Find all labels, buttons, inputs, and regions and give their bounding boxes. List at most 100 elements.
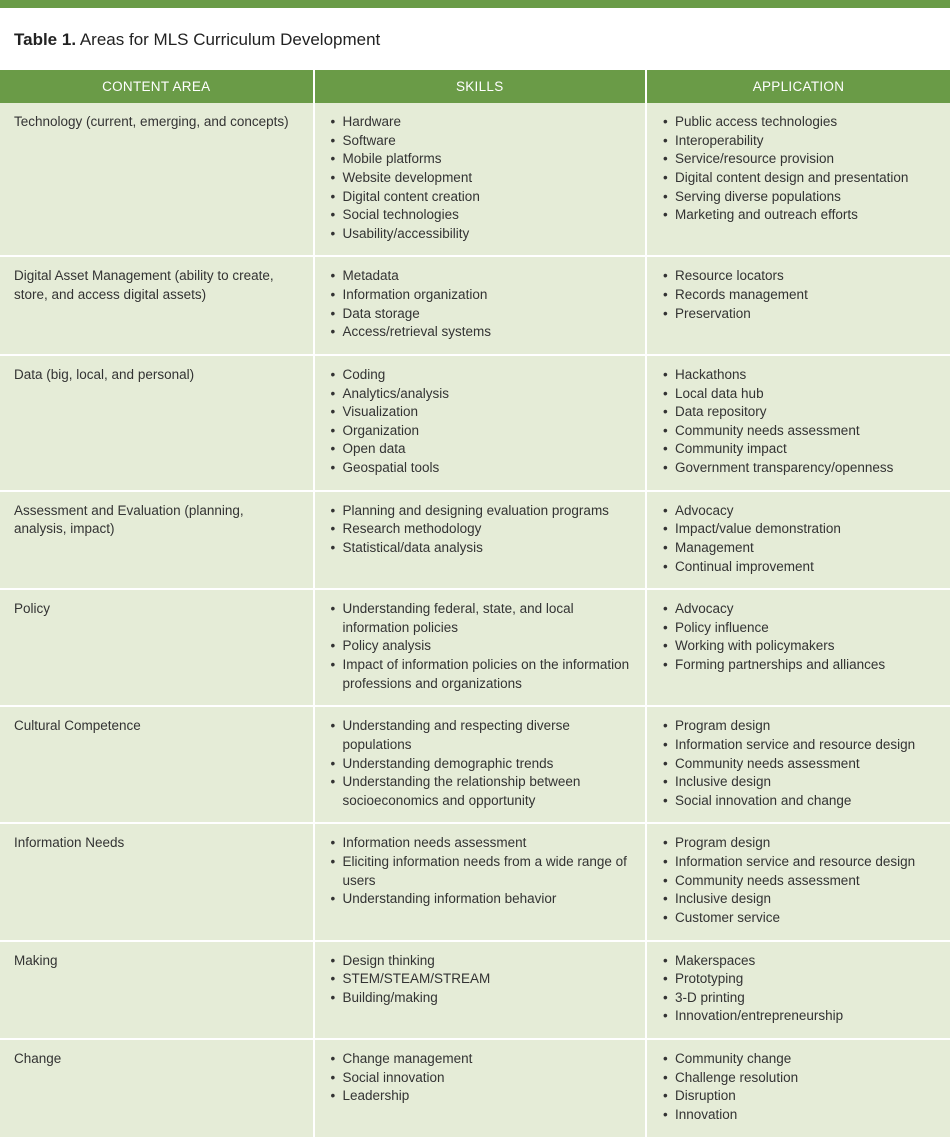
- table-row: Data (big, local, and personal)CodingAna…: [0, 355, 950, 491]
- list-item: Design thinking: [329, 952, 632, 971]
- list-item: Social technologies: [329, 206, 632, 225]
- list-item: Policy influence: [661, 619, 936, 638]
- application-list: Community changeChallenge resolutionDisr…: [661, 1050, 936, 1125]
- table-row: Information NeedsInformation needs asses…: [0, 823, 950, 940]
- list-item: Understanding the relationship between s…: [329, 773, 632, 810]
- cell-skills: Planning and designing evaluation progra…: [314, 491, 647, 590]
- cell-application: AdvocacyPolicy influenceWorking with pol…: [646, 589, 950, 706]
- list-item: Innovation: [661, 1106, 936, 1125]
- list-item: Understanding information behavior: [329, 890, 632, 909]
- list-item: Advocacy: [661, 600, 936, 619]
- cell-skills: HardwareSoftwareMobile platformsWebsite …: [314, 103, 647, 256]
- table-row: Policy Understanding federal, state, and …: [0, 589, 950, 706]
- list-item: Geospatial tools: [329, 459, 632, 478]
- list-item: Information service and resource design: [661, 853, 936, 872]
- list-item: Understanding demographic trends: [329, 755, 632, 774]
- list-item: STEM/STEAM/STREAM: [329, 970, 632, 989]
- cell-content-area: Cultural Competence: [0, 706, 314, 823]
- cell-content-area: Making: [0, 941, 314, 1040]
- list-item: Understanding and respecting diverse pop…: [329, 717, 632, 754]
- list-item: Community needs assessment: [661, 872, 936, 891]
- list-item: Understanding federal, state, and local …: [329, 600, 632, 637]
- list-item: Continual improvement: [661, 558, 936, 577]
- list-item: Leadership: [329, 1087, 632, 1106]
- list-item: Serving diverse populations: [661, 188, 936, 207]
- list-item: Mobile platforms: [329, 150, 632, 169]
- cell-content-area: Digital Asset Management (ability to cre…: [0, 256, 314, 355]
- list-item: Challenge resolution: [661, 1069, 936, 1088]
- header-skills: SKILLS: [314, 70, 647, 103]
- cell-skills: Information needs assessmentEliciting in…: [314, 823, 647, 940]
- list-item: Public access technologies: [661, 113, 936, 132]
- cell-skills: Change managementSocial innovationLeader…: [314, 1039, 647, 1137]
- list-item: Community change: [661, 1050, 936, 1069]
- skills-list: Change managementSocial innovationLeader…: [329, 1050, 632, 1106]
- header-content-area: CONTENT AREA: [0, 70, 314, 103]
- cell-content-area: Policy: [0, 589, 314, 706]
- table-row: Change Change managementSocial innovation…: [0, 1039, 950, 1137]
- list-item: Social innovation: [329, 1069, 632, 1088]
- header-row: CONTENT AREA SKILLS APPLICATION: [0, 70, 950, 103]
- cell-skills: Design thinkingSTEM/STEAM/STREAMBuilding…: [314, 941, 647, 1040]
- list-item: Resource locators: [661, 267, 936, 286]
- skills-list: Design thinkingSTEM/STEAM/STREAMBuilding…: [329, 952, 632, 1008]
- cell-content-area: Assessment and Evaluation (planning, ana…: [0, 491, 314, 590]
- list-item: Innovation/entrepreneurship: [661, 1007, 936, 1026]
- list-item: Digital content creation: [329, 188, 632, 207]
- application-list: Resource locatorsRecords managementPrese…: [661, 267, 936, 323]
- table-row: Digital Asset Management (ability to cre…: [0, 256, 950, 355]
- skills-list: Understanding federal, state, and local …: [329, 600, 632, 693]
- cell-content-area: Change: [0, 1039, 314, 1137]
- list-item: Records management: [661, 286, 936, 305]
- list-item: Hardware: [329, 113, 632, 132]
- cell-application: Program designInformation service and re…: [646, 823, 950, 940]
- skills-list: Information needs assessmentEliciting in…: [329, 834, 632, 909]
- list-item: Information service and resource design: [661, 736, 936, 755]
- list-item: Community impact: [661, 440, 936, 459]
- list-item: Policy analysis: [329, 637, 632, 656]
- top-accent-bar: [0, 0, 950, 8]
- application-list: Program designInformation service and re…: [661, 834, 936, 927]
- list-item: Impact of information policies on the in…: [329, 656, 632, 693]
- list-item: Marketing and outreach efforts: [661, 206, 936, 225]
- skills-list: Understanding and respecting diverse pop…: [329, 717, 632, 810]
- cell-application: Public access technologiesInteroperabili…: [646, 103, 950, 256]
- list-item: Community needs assessment: [661, 422, 936, 441]
- cell-content-area: Technology (current, emerging, and conce…: [0, 103, 314, 256]
- list-item: Local data hub: [661, 385, 936, 404]
- cell-skills: CodingAnalytics/analysisVisualizationOrg…: [314, 355, 647, 491]
- table-body: Technology (current, emerging, and conce…: [0, 103, 950, 1137]
- title-text: Areas for MLS Curriculum Development: [76, 30, 380, 49]
- list-item: Analytics/analysis: [329, 385, 632, 404]
- list-item: Program design: [661, 834, 936, 853]
- list-item: Service/resource provision: [661, 150, 936, 169]
- list-item: Program design: [661, 717, 936, 736]
- list-item: Open data: [329, 440, 632, 459]
- list-item: Coding: [329, 366, 632, 385]
- list-item: Advocacy: [661, 502, 936, 521]
- list-item: Statistical/data analysis: [329, 539, 632, 558]
- table-row: Cultural Competence Understanding and res…: [0, 706, 950, 823]
- cell-application: HackathonsLocal data hubData repositoryC…: [646, 355, 950, 491]
- skills-list: CodingAnalytics/analysisVisualizationOrg…: [329, 366, 632, 478]
- cell-application: AdvocacyImpact/value demonstrationManage…: [646, 491, 950, 590]
- list-item: Forming partnerships and alliances: [661, 656, 936, 675]
- list-item: Access/retrieval systems: [329, 323, 632, 342]
- list-item: Disruption: [661, 1087, 936, 1106]
- skills-list: HardwareSoftwareMobile platformsWebsite …: [329, 113, 632, 243]
- cell-content-area: Data (big, local, and personal): [0, 355, 314, 491]
- application-list: AdvocacyImpact/value demonstrationManage…: [661, 502, 936, 577]
- list-item: Digital content design and presentation: [661, 169, 936, 188]
- list-item: Visualization: [329, 403, 632, 422]
- list-item: Working with policymakers: [661, 637, 936, 656]
- list-item: Software: [329, 132, 632, 151]
- list-item: Information organization: [329, 286, 632, 305]
- application-list: Program designInformation service and re…: [661, 717, 936, 810]
- table-title: Table 1. Areas for MLS Curriculum Develo…: [0, 8, 950, 70]
- list-item: Change management: [329, 1050, 632, 1069]
- list-item: Building/making: [329, 989, 632, 1008]
- title-label: Table 1.: [14, 30, 76, 49]
- list-item: Organization: [329, 422, 632, 441]
- list-item: Website development: [329, 169, 632, 188]
- list-item: Data repository: [661, 403, 936, 422]
